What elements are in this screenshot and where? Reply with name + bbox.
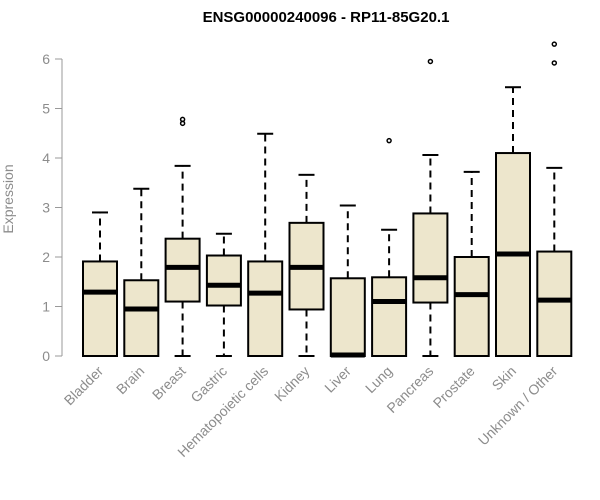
outlier-point [179, 116, 186, 123]
box-skin [495, 86, 531, 357]
y-axis-label: Expression [0, 164, 16, 233]
box-gastric [205, 232, 242, 357]
iqr-box [82, 260, 118, 357]
y-tick-label: 2 [42, 249, 50, 265]
box-bladder [82, 211, 118, 357]
iqr-box [453, 256, 490, 357]
outlier-point [386, 137, 392, 144]
outlier-point [427, 58, 434, 65]
y-tick-label: 1 [42, 299, 50, 315]
box-lung [371, 137, 408, 358]
chart-title: ENSG00000240096 - RP11-85G20.1 [203, 9, 450, 26]
box-kidney [288, 173, 325, 357]
y-tick-label: 6 [42, 51, 50, 67]
box-hematopoietic-cells [247, 132, 284, 357]
y-tick-label: 3 [42, 200, 50, 216]
x-tick-label: Liver [321, 363, 354, 396]
x-tick-label: Lung [362, 363, 395, 396]
iqr-box [123, 279, 160, 358]
outlier-point [551, 60, 558, 66]
box-unknown-other [536, 41, 573, 357]
x-tick-label: Bladder [61, 363, 107, 409]
iqr-box [205, 254, 242, 307]
y-tick-label: 5 [42, 101, 50, 117]
box-breast [164, 116, 201, 357]
box-pancreas [412, 58, 449, 357]
iqr-box [329, 277, 366, 357]
x-tick-label: Breast [149, 363, 189, 403]
y-tick-label: 0 [42, 348, 50, 364]
outlier-point [551, 41, 558, 47]
iqr-box [536, 250, 573, 357]
boxes-group [82, 41, 573, 358]
iqr-box [412, 212, 449, 304]
x-tick-label: Prostate [430, 363, 478, 411]
x-tick-label: Brain [113, 363, 147, 397]
y-axis: 0 1 2 3 4 5 6 [42, 51, 63, 364]
x-tick-label: Skin [489, 363, 520, 394]
x-tick-label: Kidney [271, 363, 313, 405]
box-prostate [453, 170, 490, 357]
box-liver [329, 204, 366, 358]
iqr-box [247, 260, 284, 357]
box-brain [123, 187, 160, 358]
y-tick-label: 4 [42, 150, 50, 166]
iqr-box [371, 276, 408, 358]
iqr-box [164, 237, 201, 303]
